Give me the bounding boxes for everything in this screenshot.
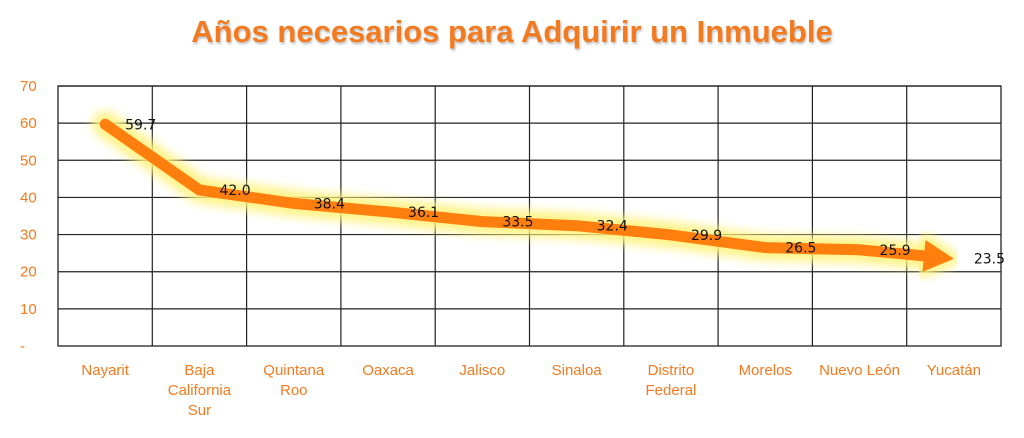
chart-title: Años necesarios para Adquirir un Inmuebl…	[191, 14, 833, 49]
y-tick-label: -	[20, 338, 25, 355]
data-label: 33.5	[502, 215, 533, 231]
x-tick-label: Oaxaca	[362, 362, 414, 379]
x-tick-label: Baja California Sur	[168, 362, 232, 419]
data-label: 29.9	[691, 228, 722, 244]
data-label: 59.7	[125, 117, 156, 133]
x-axis: Nayarit Baja California Sur Quintana Roo Oaxac…	[81, 362, 981, 419]
data-label: 23.5	[974, 252, 1005, 268]
data-label: 36.1	[408, 205, 439, 221]
y-tick-label: 30	[20, 227, 37, 244]
y-tick-label: 20	[20, 264, 37, 281]
y-axis: - 10 20 30 40 50 60 70	[20, 78, 37, 355]
x-tick-label: Distrito Federal	[646, 362, 697, 399]
data-labels: 59.7 42.0 38.4 36.1 33.5 32.4 29.9 26.5 25.9 23.5	[125, 117, 1005, 267]
y-tick-label: 50	[20, 152, 37, 169]
x-tick-label: Nuevo León	[819, 362, 900, 379]
data-label: 26.5	[785, 241, 816, 257]
arrowhead-marker	[922, 240, 954, 272]
x-tick-label: Sinaloa	[552, 362, 603, 379]
data-label: 32.4	[597, 219, 628, 235]
data-label: 42.0	[219, 183, 250, 199]
y-tick-label: 60	[20, 115, 37, 132]
x-tick-label: Yucatán	[927, 362, 981, 379]
y-tick-label: 40	[20, 189, 37, 206]
x-tick-label: Morelos	[739, 362, 792, 379]
series-line	[92, 111, 960, 278]
data-label: 25.9	[880, 243, 911, 259]
series-line-path	[99, 118, 930, 262]
x-tick-label: Quintana Roo	[263, 362, 325, 399]
y-tick-label: 70	[20, 78, 37, 95]
data-label: 38.4	[314, 196, 345, 212]
x-tick-label: Nayarit	[81, 362, 129, 379]
y-tick-label: 10	[20, 301, 37, 318]
x-tick-label: Jalisco	[459, 362, 505, 379]
